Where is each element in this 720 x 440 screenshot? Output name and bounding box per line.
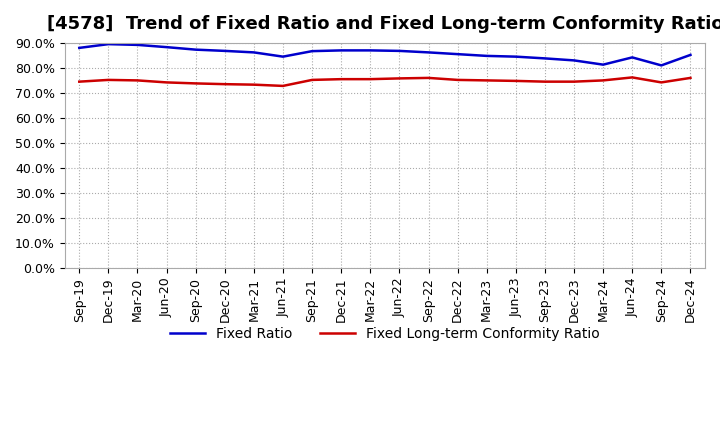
- Fixed Long-term Conformity Ratio: [657, 80, 666, 85]
- Fixed Ratio: [628, 55, 636, 60]
- Fixed Long-term Conformity Ratio: [250, 82, 258, 87]
- Line: Fixed Long-term Conformity Ratio: Fixed Long-term Conformity Ratio: [79, 77, 690, 86]
- Fixed Long-term Conformity Ratio: [307, 77, 316, 83]
- Fixed Ratio: [192, 47, 200, 52]
- Fixed Ratio: [395, 48, 404, 54]
- Fixed Ratio: [250, 50, 258, 55]
- Fixed Ratio: [220, 48, 229, 54]
- Fixed Ratio: [541, 56, 549, 61]
- Fixed Ratio: [133, 42, 142, 48]
- Fixed Long-term Conformity Ratio: [686, 75, 695, 81]
- Fixed Long-term Conformity Ratio: [570, 79, 578, 84]
- Fixed Ratio: [482, 53, 491, 59]
- Fixed Ratio: [75, 45, 84, 51]
- Fixed Long-term Conformity Ratio: [104, 77, 113, 83]
- Fixed Ratio: [307, 48, 316, 54]
- Fixed Ratio: [511, 54, 520, 59]
- Fixed Long-term Conformity Ratio: [337, 77, 346, 82]
- Fixed Ratio: [570, 58, 578, 63]
- Fixed Ratio: [657, 63, 666, 68]
- Fixed Long-term Conformity Ratio: [395, 76, 404, 81]
- Fixed Long-term Conformity Ratio: [482, 78, 491, 83]
- Fixed Ratio: [424, 50, 433, 55]
- Fixed Long-term Conformity Ratio: [192, 81, 200, 86]
- Fixed Long-term Conformity Ratio: [541, 79, 549, 84]
- Fixed Long-term Conformity Ratio: [279, 83, 287, 88]
- Fixed Ratio: [337, 48, 346, 53]
- Fixed Long-term Conformity Ratio: [162, 80, 171, 85]
- Fixed Ratio: [454, 51, 462, 57]
- Fixed Ratio: [686, 52, 695, 58]
- Title: [4578]  Trend of Fixed Ratio and Fixed Long-term Conformity Ratio: [4578] Trend of Fixed Ratio and Fixed Lo…: [47, 15, 720, 33]
- Fixed Long-term Conformity Ratio: [599, 78, 608, 83]
- Legend: Fixed Ratio, Fixed Long-term Conformity Ratio: Fixed Ratio, Fixed Long-term Conformity …: [165, 322, 606, 347]
- Fixed Ratio: [366, 48, 374, 53]
- Fixed Long-term Conformity Ratio: [628, 75, 636, 80]
- Line: Fixed Ratio: Fixed Ratio: [79, 44, 690, 66]
- Fixed Long-term Conformity Ratio: [454, 77, 462, 83]
- Fixed Ratio: [162, 44, 171, 50]
- Fixed Long-term Conformity Ratio: [133, 78, 142, 83]
- Fixed Long-term Conformity Ratio: [75, 79, 84, 84]
- Fixed Long-term Conformity Ratio: [220, 81, 229, 87]
- Fixed Long-term Conformity Ratio: [366, 77, 374, 82]
- Fixed Long-term Conformity Ratio: [511, 78, 520, 84]
- Fixed Long-term Conformity Ratio: [424, 75, 433, 81]
- Fixed Ratio: [599, 62, 608, 67]
- Fixed Ratio: [279, 54, 287, 59]
- Fixed Ratio: [104, 41, 113, 47]
